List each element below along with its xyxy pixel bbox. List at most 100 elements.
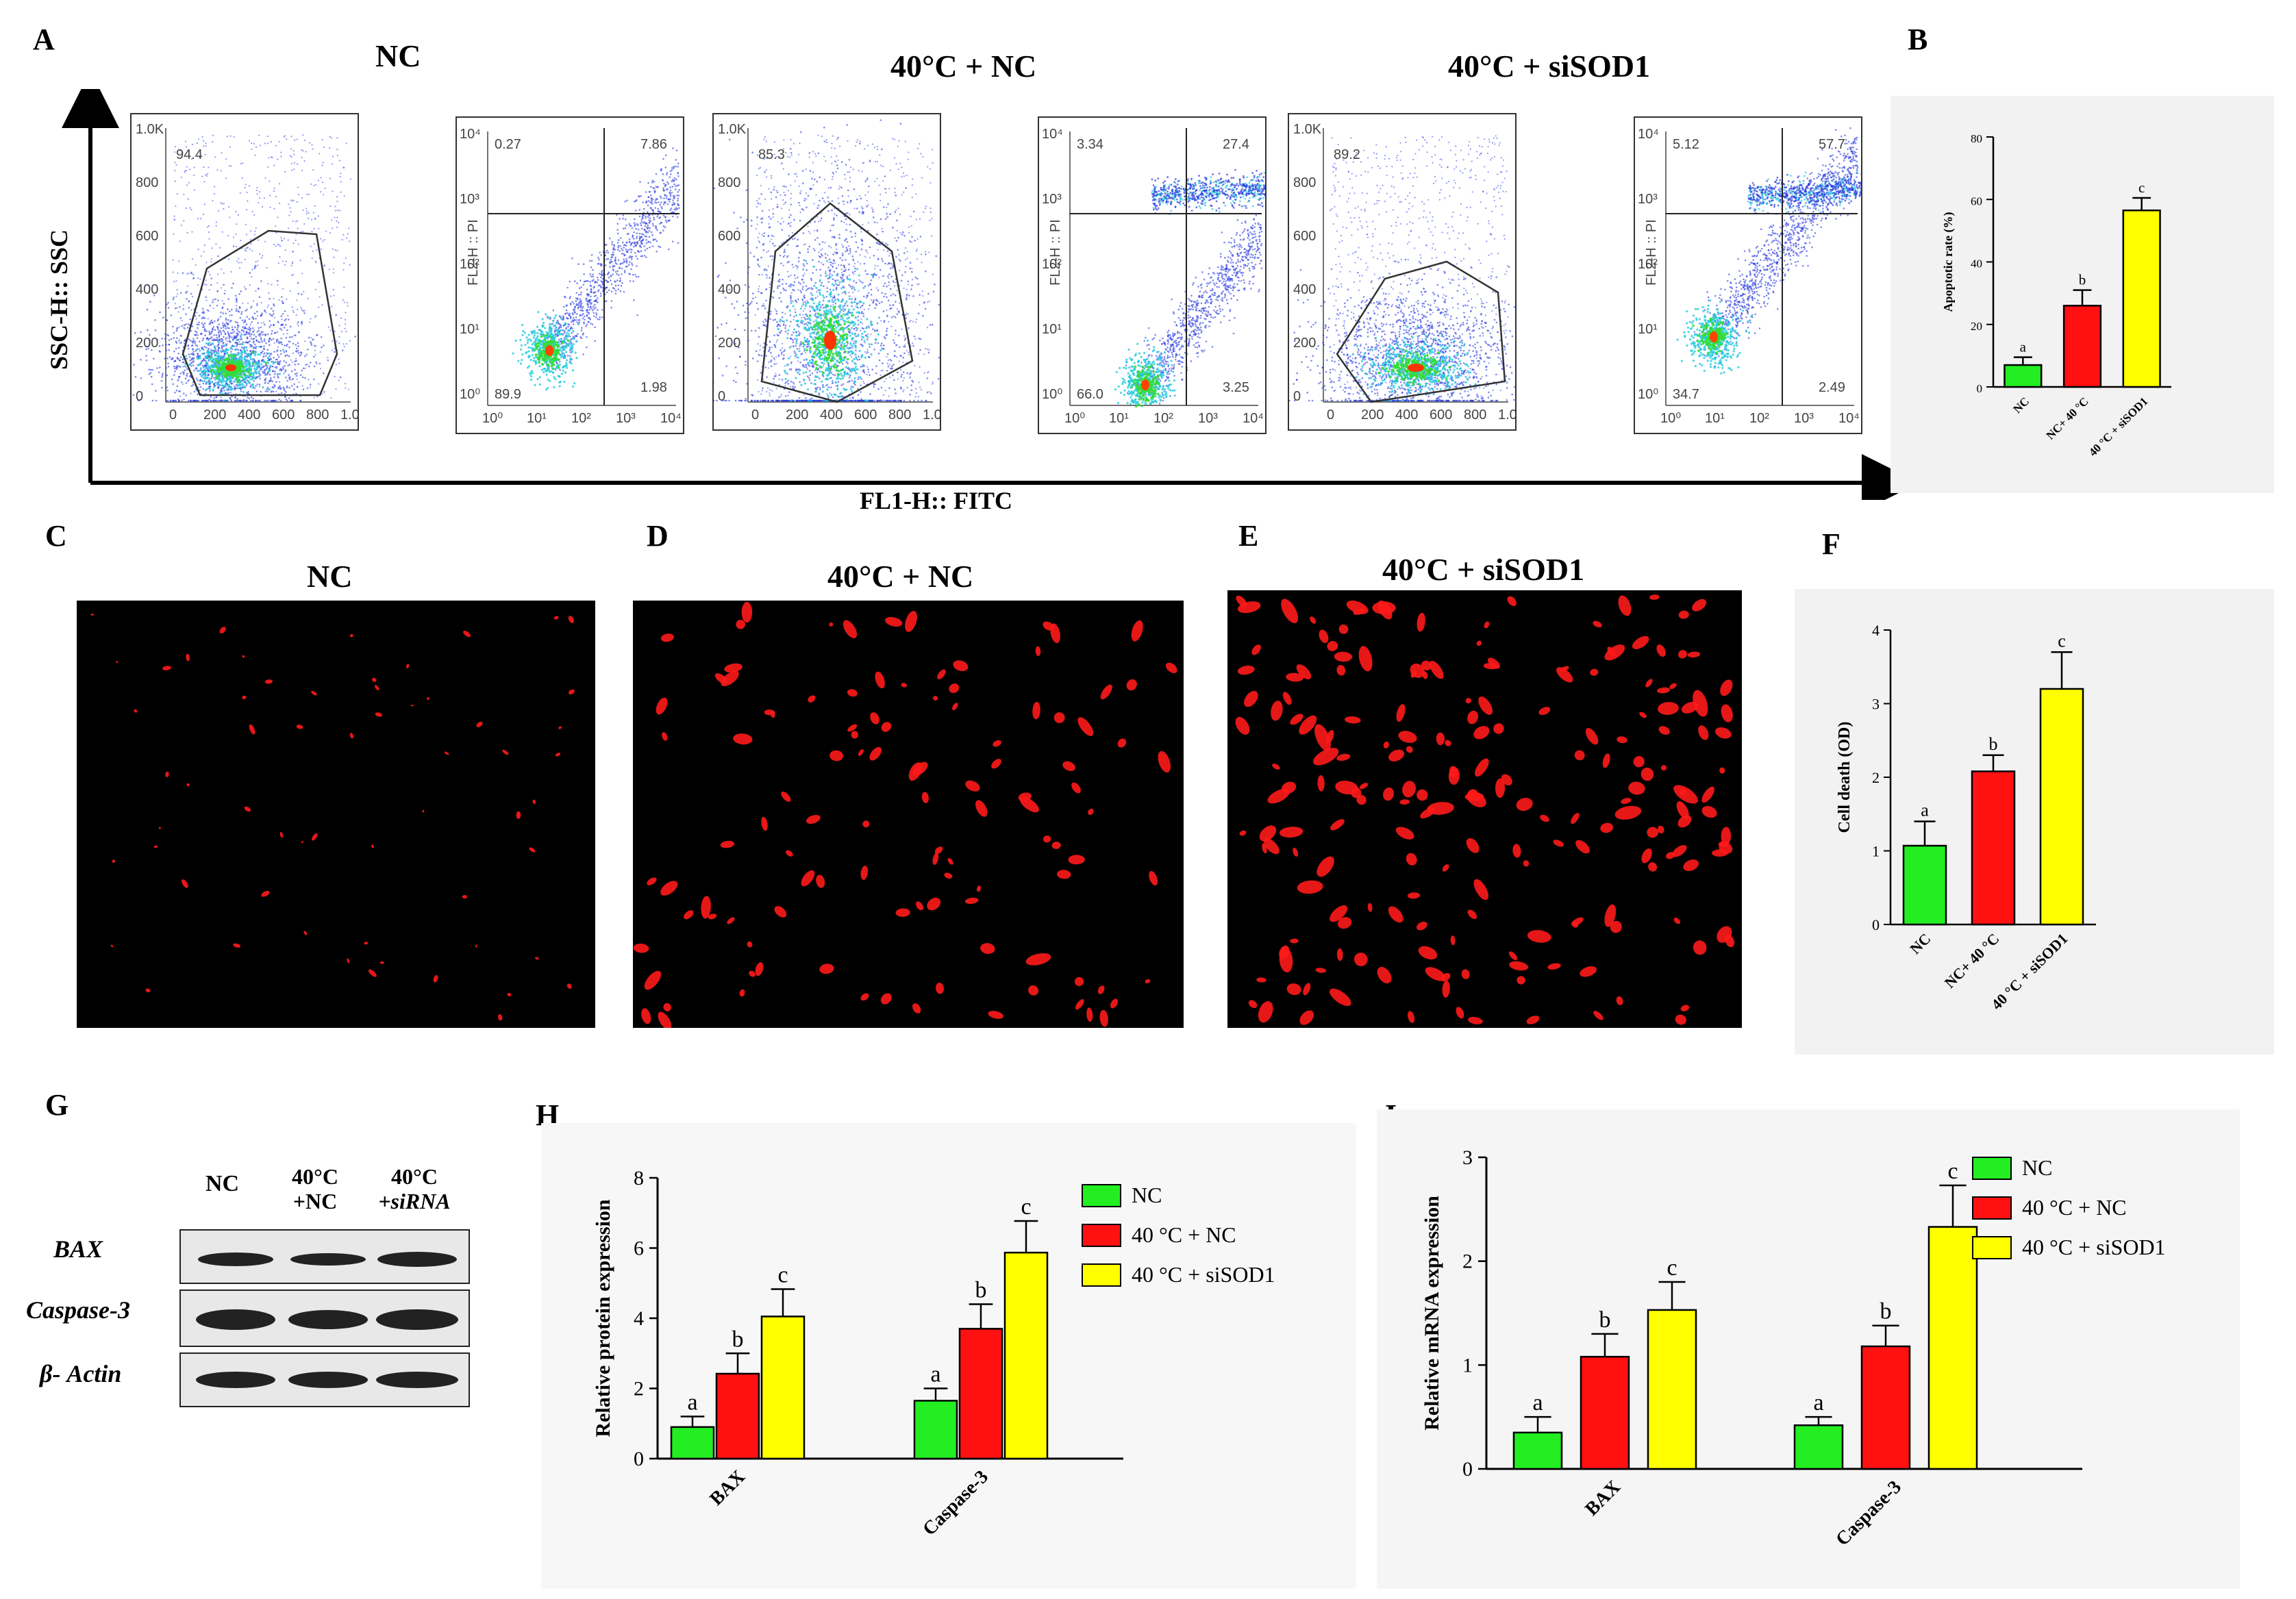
cell-spot <box>786 850 793 857</box>
cell-spot <box>1075 999 1084 1010</box>
cell-spot <box>1617 736 1627 744</box>
cell-spot <box>1429 660 1444 679</box>
x-tick-label: NC <box>1906 930 1934 957</box>
cell-spot <box>444 751 449 755</box>
quad-ul-value: 0.27 <box>495 137 521 152</box>
legend-swatch <box>1082 1184 1121 1207</box>
quad-ytick: 10⁰ <box>1638 387 1658 402</box>
cell-spot <box>153 845 158 848</box>
quad-ytick: 10³ <box>1638 192 1658 207</box>
wb-lane-40c-nc: 40°C +NC <box>281 1164 349 1213</box>
cell-spot <box>1279 827 1303 838</box>
cell-spot <box>553 616 559 620</box>
y-tick-label: 8 <box>634 1167 644 1189</box>
cell-spot <box>1616 996 1623 1005</box>
scatter-xtick: 800 <box>306 407 329 423</box>
y-tick-label: 0 <box>1872 916 1880 933</box>
y-axis-label: Relative mRNA expression <box>1421 1196 1443 1431</box>
cell-spot <box>1677 815 1692 828</box>
cell-spot <box>1512 844 1521 858</box>
flow-outer-axes <box>62 89 1904 500</box>
cell-spot <box>1271 701 1283 721</box>
cell-spot <box>1547 963 1561 970</box>
cell-spot <box>908 762 923 781</box>
x-tick-label: NC+ 40 °C <box>1941 930 2003 992</box>
cell-spot <box>660 633 674 642</box>
cell-spot <box>808 695 816 703</box>
cell-spot <box>1388 749 1405 761</box>
cell-spot <box>951 703 958 711</box>
cell-spot <box>932 853 939 865</box>
cell-spot <box>1633 756 1645 768</box>
cell-spot <box>242 695 247 699</box>
cell-spot <box>980 943 995 955</box>
cell-spot <box>916 901 924 911</box>
scatter-xtick: 1.0K <box>1498 407 1515 423</box>
panel-letter-f: F <box>1822 527 1840 561</box>
cell-spot <box>462 895 467 899</box>
cell-spot <box>1330 905 1348 922</box>
sig-letter: b <box>2079 272 2086 288</box>
quad-xtick: 10² <box>1749 411 1769 426</box>
cell-spot <box>733 733 753 745</box>
scatter-xtick: 600 <box>854 407 877 423</box>
cell-spot <box>1053 712 1065 723</box>
y-tick-label: 6 <box>634 1237 644 1260</box>
cell-spot <box>1028 985 1039 996</box>
bar <box>1902 844 1947 926</box>
cell-spot <box>233 943 241 948</box>
cell-spot <box>1673 918 1681 924</box>
sig-letter: a <box>2020 339 2027 355</box>
cell-spot <box>641 1008 651 1024</box>
cell-spot <box>1656 644 1666 657</box>
cell-spot <box>1647 827 1659 838</box>
x-tick-label: NC+ 40 °C <box>2044 394 2091 442</box>
quad-xtick: 10² <box>571 411 591 426</box>
sig-letter: a <box>1532 1390 1543 1415</box>
cell-spot <box>145 988 151 993</box>
quad-ytick: 10⁴ <box>1638 127 1659 142</box>
cell-spot <box>379 961 385 964</box>
cell-spot <box>1303 983 1311 996</box>
scatter-gate <box>182 229 338 396</box>
cell-spot <box>1110 998 1119 1009</box>
cell-spot <box>296 725 303 729</box>
quad-ur-value: 7.86 <box>640 137 667 152</box>
quad-ytick: 10³ <box>460 192 479 207</box>
cell-spot <box>912 1003 921 1013</box>
cell-spot <box>1353 953 1368 966</box>
cell-spot <box>1325 730 1334 744</box>
scatter-xtick: 600 <box>1430 407 1452 423</box>
cell-spot <box>1553 840 1564 847</box>
legend-label: NC <box>1132 1183 1162 1207</box>
scatter-xtick: 800 <box>888 407 911 423</box>
cell-spot <box>1244 691 1258 707</box>
quad-ylabel: FL2-H :: PI <box>1048 219 1063 286</box>
cell-spot <box>936 982 944 994</box>
cell-spot <box>371 844 375 848</box>
cell-spot <box>405 664 410 668</box>
cell-spot <box>927 897 941 911</box>
cell-spot <box>1286 672 1304 682</box>
scatter-xtick: 600 <box>272 407 295 423</box>
cell-spot <box>1071 782 1081 794</box>
cell-spot <box>1420 807 1436 819</box>
cell-spot <box>1448 767 1460 785</box>
scatter-ytick: 600 <box>136 229 158 244</box>
scatter-ytick: 200 <box>718 336 740 351</box>
cell-spot <box>1335 781 1358 795</box>
legend-label: NC <box>2022 1155 2052 1180</box>
cell-spot <box>1436 732 1445 746</box>
cell-spot <box>1256 977 1266 983</box>
cell-spot <box>858 749 864 756</box>
flow-scatter-nc: 1.0K 800 600 400 200 0 0 200 400 600 800 1.0K 94.4 <box>130 113 359 431</box>
cell-spot <box>347 958 350 964</box>
flow-quadrant-nc: 10⁴ 10³ 10² 10¹ 10⁰ 10⁰ 10¹ 10² 10³ 10⁴ FL2-H :: P… <box>456 116 684 434</box>
cell-spot <box>1418 946 1438 960</box>
cell-spot <box>242 655 245 658</box>
sig-letter: c <box>2058 631 2066 651</box>
cell-spot <box>944 872 953 879</box>
cell-spot <box>1314 724 1332 751</box>
wb-blot-bax <box>179 1229 470 1284</box>
quad-ll-value: 66.0 <box>1077 387 1103 402</box>
